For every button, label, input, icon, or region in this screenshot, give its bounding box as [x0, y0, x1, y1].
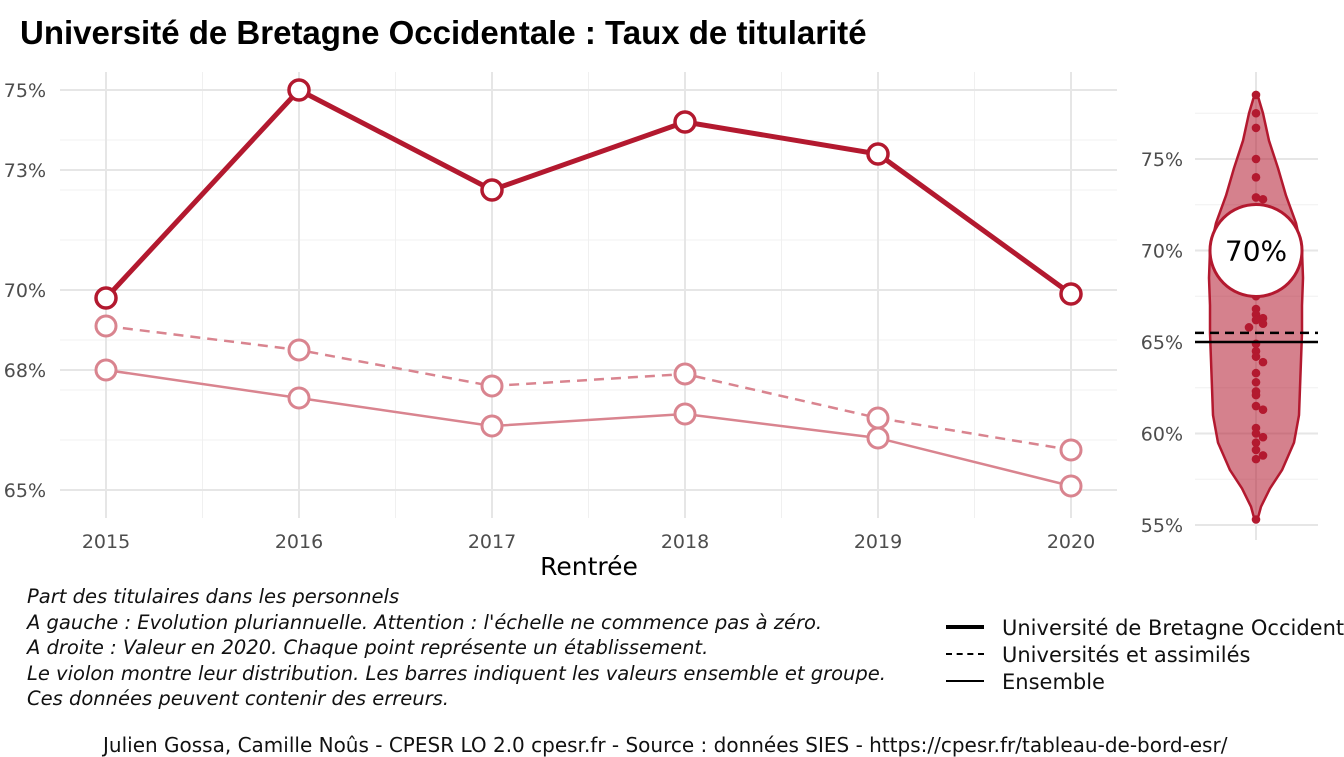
highlight-label: 70% [1225, 235, 1287, 268]
y-tick-label: 75% [1141, 149, 1183, 171]
violin-chart: 55% 60% 65% 70% 75% 70% [1141, 72, 1318, 540]
violin-point [1251, 108, 1261, 118]
data-point [287, 386, 311, 410]
x-tick-label: 2018 [661, 531, 709, 553]
highlight-marker [1208, 203, 1304, 298]
x-tick-label: 2019 [854, 531, 902, 553]
legend-label: Université de Bretagne Occidentale [1002, 616, 1344, 640]
violin-point [1251, 173, 1261, 182]
series-line [104, 86, 1073, 300]
series-line [105, 368, 1072, 488]
y-tick-label: 65% [4, 480, 46, 502]
violin-point [1251, 368, 1261, 378]
legend-label: Universités et assimilés [1002, 643, 1251, 667]
violin-point [1251, 123, 1261, 133]
violin-point [1258, 432, 1268, 442]
caption: Part des titulaires dans les personnels … [27, 584, 886, 712]
violin-point [1251, 315, 1261, 325]
violin-point [1258, 319, 1268, 329]
data-point [287, 78, 311, 102]
caption-line: A gauche : Evolution pluriannuelle. Atte… [27, 610, 823, 634]
legend-key-solid-thick [946, 625, 984, 629]
violin-point [1258, 357, 1268, 367]
caption-line: Ces données peuvent contenir des erreurs… [27, 687, 449, 710]
violin-point [1244, 323, 1254, 332]
violin-point [1251, 515, 1261, 524]
violin-point [1251, 438, 1261, 447]
caption-line: A droite : Valeur en 2020. Chaque point … [27, 636, 709, 659]
caption-line: Le violon montre leur distribution. Les … [27, 661, 886, 685]
data-point [673, 110, 697, 134]
chart-title: Université de Bretagne Occidentale : Tau… [20, 14, 867, 51]
y-tick-label: 75% [4, 80, 46, 102]
charts-svg: 65% 68% 70% 73% 75% 2015 2016 2017 2018 2019 2020 R… [4, 72, 1318, 581]
series-line [105, 324, 1072, 452]
data-point [480, 178, 504, 202]
data-point [480, 374, 504, 398]
data-point [1059, 474, 1083, 498]
y-tick-label: 68% [4, 360, 46, 382]
legend-key-dashed [946, 653, 984, 655]
data-point [866, 406, 890, 430]
legend-key-solid [946, 680, 984, 682]
line-chart: 65% 68% 70% 73% 75% 2015 2016 2017 2018 2019 2020 R… [4, 72, 1117, 581]
violin-point [1251, 377, 1261, 387]
x-tick-label: 2016 [275, 531, 323, 553]
data-point [94, 314, 118, 338]
data-point [1059, 438, 1083, 462]
data-point [94, 286, 118, 310]
y-tick-label: 73% [4, 160, 46, 182]
data-point [480, 414, 504, 438]
legend-label: Ensemble [1002, 670, 1105, 694]
y-tick-label: 70% [4, 280, 46, 302]
x-tick-label: 2017 [468, 531, 516, 553]
data-point [673, 402, 697, 426]
footer-credits: Julien Gossa, Camille Noûs - CPESR LO 2.… [103, 733, 1228, 757]
caption-line: Part des titulaires dans les personnels [27, 585, 400, 608]
x-tick-label: 2015 [82, 531, 130, 553]
data-point [866, 426, 890, 450]
data-point [1059, 282, 1083, 306]
data-point [866, 142, 890, 166]
violin-point [1251, 352, 1261, 361]
x-tick-label: 2020 [1047, 531, 1095, 553]
data-point [94, 358, 118, 382]
violin-point [1251, 445, 1261, 455]
y-tick-label: 65% [1141, 332, 1183, 354]
violin-point [1251, 90, 1261, 100]
violin-point [1258, 194, 1268, 204]
data-point [673, 362, 697, 386]
y-tick-label: 55% [1141, 515, 1183, 537]
violin-point [1258, 405, 1268, 415]
y-tick-label: 70% [1141, 241, 1183, 263]
violin-point [1251, 454, 1261, 464]
violin-point [1251, 390, 1261, 400]
data-point [287, 338, 311, 362]
y-tick-label: 60% [1141, 424, 1183, 446]
violin-point [1258, 451, 1268, 460]
violin-point [1251, 193, 1261, 202]
violin-point [1251, 429, 1261, 438]
violin-point [1251, 154, 1261, 164]
x-axis-label: Rentrée [540, 552, 638, 581]
violin-point [1251, 401, 1261, 411]
